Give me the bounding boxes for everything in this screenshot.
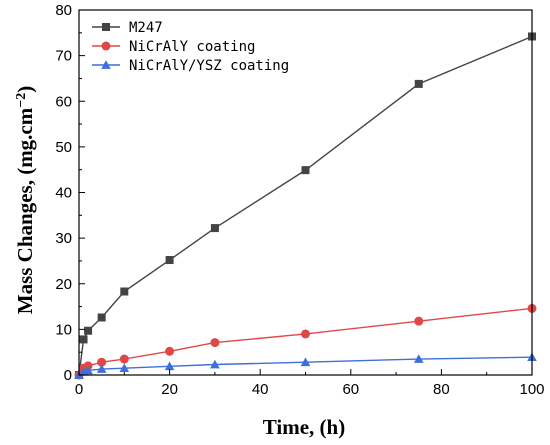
- data-point-2-4: [119, 363, 130, 372]
- x-tick-label-5: 100: [519, 381, 544, 398]
- legend: M247 NiCrAlY coating NiCrAlY/YSZ coating: [92, 20, 289, 74]
- y-tick-label-4: 40: [55, 185, 72, 202]
- legend-marker-1: [101, 41, 111, 51]
- x-tick-label-1: 20: [161, 381, 178, 398]
- legend-marker-0: [102, 23, 110, 31]
- x-tick-label-4: 80: [433, 381, 450, 398]
- x-tick-label-2: 40: [252, 381, 269, 398]
- data-point-2-2: [83, 365, 93, 375]
- data-point-0-4: [120, 287, 129, 296]
- x-tick-label-3: 60: [342, 381, 359, 398]
- y-axis-title: Mass Changes, (mg.cm−2): [13, 86, 37, 314]
- data-point-0-8: [414, 79, 423, 88]
- data-point-2-3: [96, 364, 107, 373]
- axes: 0 20 40 60 80 100 0 10 20 30 40 50 60 70 80: [55, 2, 544, 398]
- data-point-1-3: [97, 357, 107, 367]
- data-point-1-8: [414, 316, 424, 326]
- y-tick-label-5: 50: [55, 139, 72, 156]
- data-point-0-3: [97, 313, 106, 322]
- data-point-0-2: [84, 326, 93, 335]
- data-point-1-6: [210, 338, 220, 348]
- legend-label-0: M247: [129, 20, 163, 36]
- data-point-2-5: [164, 361, 175, 371]
- y-tick-label-1: 10: [55, 321, 72, 338]
- series-line-0: [78, 35, 533, 376]
- data-point-0-7: [301, 166, 310, 175]
- data-point-2-7: [300, 357, 311, 367]
- y-axis-title-sup: −2: [14, 93, 29, 108]
- legend-label-2: NiCrAlY/YSZ coating: [129, 58, 289, 74]
- data-point-0-1: [79, 335, 88, 344]
- y-axis-title-close: ): [13, 86, 37, 93]
- data-point-1-5: [165, 346, 175, 356]
- y-tick-label-2: 20: [55, 276, 72, 293]
- legend-label-1: NiCrAlY coating: [129, 39, 255, 55]
- y-tick-label-0: 0: [64, 367, 72, 384]
- y-tick-label-6: 60: [55, 93, 72, 110]
- data-point-0-5: [165, 256, 174, 265]
- data-point-2-6: [210, 359, 220, 369]
- data-point-1-7: [301, 329, 310, 339]
- plot-area: [74, 32, 537, 380]
- y-tick-label-7: 70: [55, 48, 72, 65]
- x-axis-title: Time, (h): [263, 415, 345, 439]
- y-axis-title-main: Mass Changes, (mg.cm: [13, 107, 37, 314]
- y-tick-label-3: 30: [55, 230, 72, 247]
- data-point-0-6: [210, 224, 219, 233]
- data-point-2-8: [413, 354, 424, 363]
- y-tick-label-8: 80: [55, 2, 72, 19]
- x-tick-label-0: 0: [75, 381, 83, 398]
- legend-marker-2: [101, 60, 111, 69]
- data-point-1-4: [119, 354, 129, 364]
